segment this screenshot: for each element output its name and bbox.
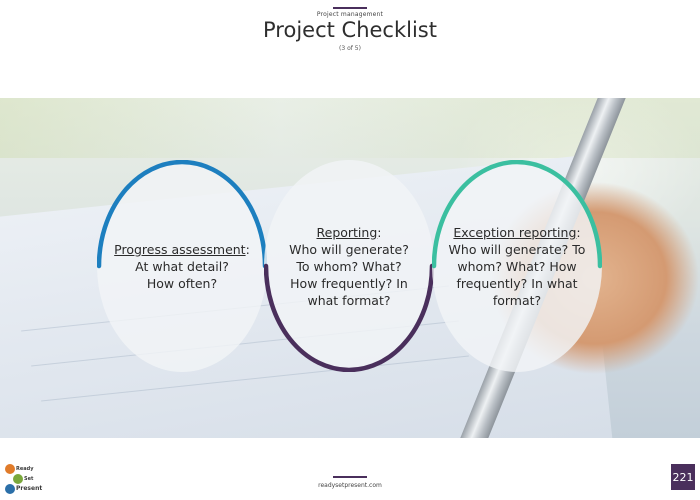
logo-text-set: Set — [24, 476, 34, 482]
logo-text-present: Present — [16, 485, 43, 492]
header-kicker: Project management — [316, 11, 384, 18]
footer-url: readysetpresent.com — [318, 482, 382, 489]
circle-line: Who will generate? — [289, 241, 409, 257]
circle-heading-colon: : — [576, 224, 581, 240]
circle-line: what format? — [307, 292, 391, 308]
logo-bubble-blue — [5, 484, 15, 494]
circle-heading: Progress assessment — [114, 241, 246, 257]
logo-bubble-green — [13, 474, 23, 484]
circle-progress-assessment: Progress assessment: At what detail? How… — [97, 160, 267, 372]
page-subtitle: (3 of 5) — [339, 45, 361, 52]
circle-line: At what detail? — [135, 258, 229, 274]
circle-line: To whom? What? — [296, 258, 402, 274]
circle-line: Who will generate? To — [448, 241, 586, 257]
circle-accent-arc-top — [97, 160, 267, 269]
circle-accent-arc-top — [432, 160, 602, 269]
logo-text-ready: Ready — [16, 466, 34, 472]
circle-text: Progress assessment: At what detail? How… — [107, 160, 257, 372]
circle-accent-arc-bottom — [264, 263, 434, 372]
logo-bubble-orange — [5, 464, 15, 474]
circle-exception-reporting: Exception reporting: Who will generate? … — [432, 160, 602, 372]
circle-line: How frequently? In — [290, 275, 408, 291]
circle-text: Reporting: Who will generate? To whom? W… — [274, 160, 424, 372]
circle-line: How often? — [146, 275, 218, 291]
circle-heading: Reporting — [316, 224, 378, 240]
circle-line: whom? What? How — [457, 258, 577, 274]
circle-line: frequently? In what — [456, 275, 578, 291]
brand-logo: Ready Set Present — [4, 463, 44, 497]
circle-line: format? — [492, 292, 542, 308]
page-number-badge: 221 — [671, 464, 695, 490]
header-accent-bar — [333, 7, 367, 9]
slide-header: Project management Project Checklist (3 … — [0, 0, 700, 98]
circle-heading: Exception reporting — [453, 224, 577, 240]
circle-text: Exception reporting: Who will generate? … — [442, 160, 592, 372]
page-title: Project Checklist — [263, 18, 437, 42]
circle-heading-colon: : — [377, 224, 382, 240]
circle-reporting: Reporting: Who will generate? To whom? W… — [264, 160, 434, 372]
circle-heading-colon: : — [245, 241, 250, 257]
footer-accent-bar — [333, 476, 367, 478]
